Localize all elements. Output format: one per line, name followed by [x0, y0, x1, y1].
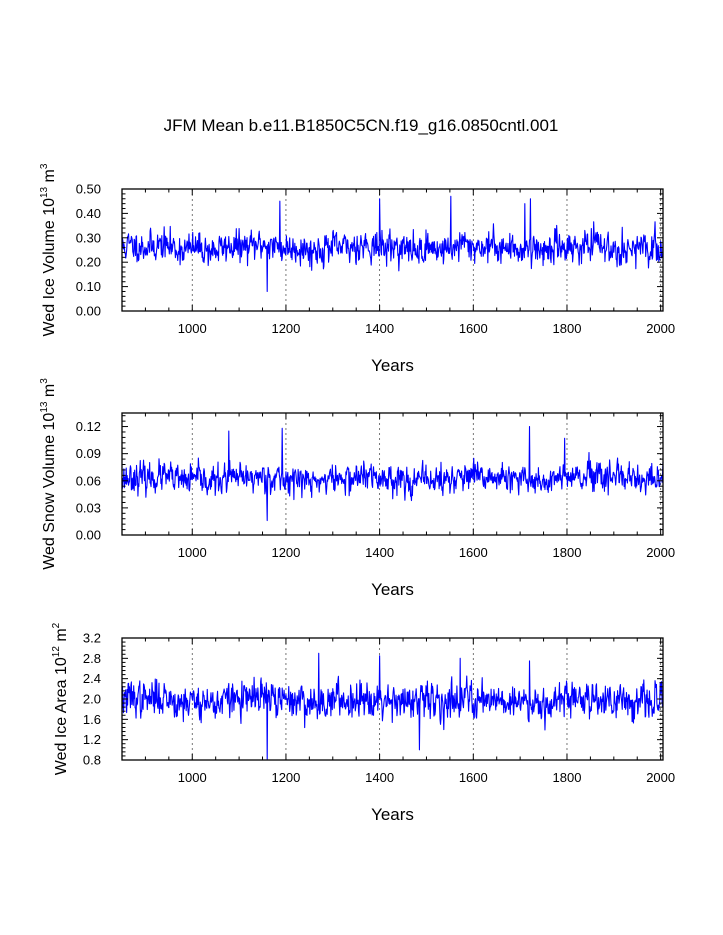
x-tick-label: 2000	[646, 321, 675, 336]
y-label-text: Wed Ice Volume 10	[41, 198, 58, 337]
series-line	[121, 426, 664, 522]
y-label-unit: m	[41, 169, 58, 187]
y-tick-label: 1.6	[83, 712, 101, 727]
x-tick-label: 1600	[459, 770, 488, 785]
y-label-unit: m	[41, 384, 58, 402]
y-tick-label: 2.4	[83, 671, 101, 686]
y-tick-label: 0.8	[83, 753, 101, 768]
y-tick-label: 0.20	[76, 255, 101, 270]
y-label-exponent: 13	[39, 401, 50, 413]
y-tick-label: 0.10	[76, 279, 101, 294]
x-tick-label: 2000	[646, 770, 675, 785]
y-tick-label: 2.8	[83, 651, 101, 666]
y-label-exponent: 13	[39, 186, 50, 198]
panel-snow-volume: 1000 1200 1400 1600 1800 2000 0.00 0.03 0.06 0.09…	[39, 378, 675, 599]
x-tick-label: 1800	[553, 545, 582, 560]
x-axis-label: Years	[371, 356, 414, 375]
panel-ice-volume: 1000 1200 1400 1600 1800 2000 0.00 0.10 0.20 0.30…	[39, 163, 675, 375]
panel-ice-area: 1000 1200 1400 1600 1800 2000 0.8 1.2 1.6 2.0 2.4 2…	[51, 622, 675, 824]
y-tick-label: 0.40	[76, 206, 101, 221]
plot-frame	[121, 412, 664, 536]
y-tick-label: 2.0	[83, 692, 101, 707]
x-tick-label: 1400	[365, 321, 394, 336]
x-tick-label: 1800	[553, 770, 582, 785]
y-tick-label: 0.09	[76, 446, 101, 461]
x-axis-label: Years	[371, 580, 414, 599]
y-tick-label: 0.50	[76, 182, 101, 197]
y-label-unit-exponent: 3	[39, 163, 50, 169]
y-tick-label: 0.00	[76, 304, 101, 319]
x-axis-label: Years	[371, 805, 414, 824]
x-tick-label: 1000	[178, 321, 207, 336]
y-axis-label: Wed Ice Area 1012 m2	[51, 622, 70, 775]
x-tick-label: 1200	[271, 545, 300, 560]
series-line	[121, 195, 664, 293]
x-tick-label: 1200	[271, 321, 300, 336]
x-tick-label: 1200	[271, 770, 300, 785]
y-tick-label: 0.06	[76, 473, 101, 488]
y-tick-label: 0.12	[76, 419, 101, 434]
y-label-unit: m	[53, 628, 70, 646]
x-tick-label: 1800	[553, 321, 582, 336]
y-tick-label: 0.30	[76, 230, 101, 245]
x-tick-label: 1000	[178, 770, 207, 785]
y-tick-label: 0.03	[76, 500, 101, 515]
y-tick-label: 3.2	[83, 631, 101, 646]
y-axis-label: Wed Ice Volume 1013 m3	[39, 163, 58, 336]
y-label-text: Wed Snow Volume 10	[41, 413, 58, 570]
y-axis-label: Wed Snow Volume 1013 m3	[39, 378, 58, 570]
y-label-unit-exponent: 3	[39, 378, 50, 384]
y-label-exponent: 12	[51, 646, 62, 658]
x-tick-label: 1600	[459, 545, 488, 560]
figure-title: JFM Mean b.e11.B1850C5CN.f19_g16.0850cnt…	[164, 116, 559, 135]
x-tick-label: 2000	[646, 545, 675, 560]
y-tick-label: 0.00	[76, 528, 101, 543]
plot-frame	[121, 188, 664, 312]
x-tick-label: 1000	[178, 545, 207, 560]
y-label-text: Wed Ice Area 10	[53, 657, 70, 775]
series-line	[121, 652, 664, 760]
x-tick-label: 1400	[365, 770, 394, 785]
x-tick-label: 1400	[365, 545, 394, 560]
x-tick-label: 1600	[459, 321, 488, 336]
y-label-unit-exponent: 2	[51, 622, 62, 628]
y-tick-label: 1.2	[83, 732, 101, 747]
